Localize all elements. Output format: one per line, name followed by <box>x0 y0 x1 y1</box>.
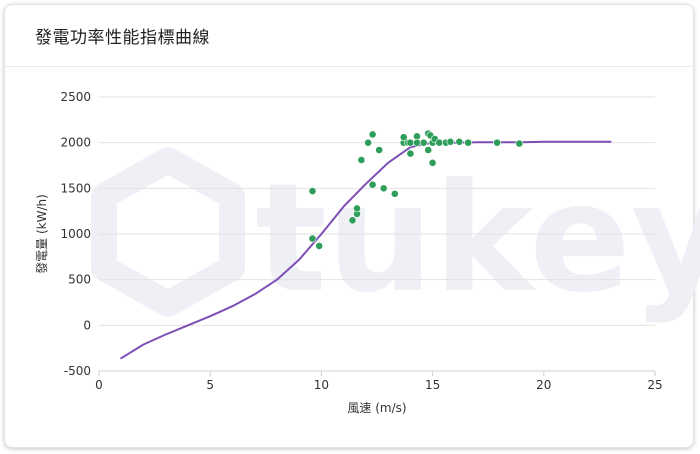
scatter-point <box>390 189 399 198</box>
card-header: 發電功率性能指標曲線 <box>5 5 693 67</box>
scatter-point <box>308 234 317 243</box>
scatter-point <box>375 146 384 154</box>
scatter-point <box>464 138 473 147</box>
chart-card: 發電功率性能指標曲線 <box>4 4 694 448</box>
scatter-point <box>419 138 428 147</box>
scatter-point <box>308 187 317 195</box>
scatter-point <box>368 130 377 139</box>
scatter-point <box>399 133 408 142</box>
x-tick-label: 5 <box>206 378 214 392</box>
scatter-point <box>435 138 444 147</box>
scatter-point <box>379 184 388 193</box>
x-tick-label: 25 <box>647 378 662 392</box>
scatter-point <box>364 138 372 147</box>
scatter-point <box>455 137 464 146</box>
scatter-point <box>493 138 501 147</box>
scatter-point <box>515 139 524 148</box>
scatter-point <box>368 180 377 189</box>
y-tick-label: 1000 <box>60 227 91 241</box>
watermark: tukey <box>91 147 700 326</box>
scatter-point <box>357 156 366 164</box>
scatter-point <box>406 138 415 147</box>
x-tick-label: 20 <box>536 378 551 392</box>
y-tick-label: 1500 <box>60 181 91 195</box>
chart-title: 發電功率性能指標曲線 <box>35 28 210 48</box>
y-tick-label: -500 <box>64 364 91 378</box>
y-tick-label: 2500 <box>60 90 91 104</box>
watermark-text: tukey <box>255 152 700 326</box>
y-axis-title: 發電量 (kW/h) <box>34 194 49 274</box>
x-tick-label: 15 <box>425 378 440 392</box>
y-tick-label: 2000 <box>60 136 91 150</box>
scatter-point <box>428 158 437 167</box>
y-tick-label: 0 <box>83 318 91 332</box>
scatter-point <box>413 138 421 147</box>
scatter-point <box>353 204 361 213</box>
y-tick-label: 500 <box>68 273 91 287</box>
x-axis-title: 風速 (m/s) <box>347 401 406 415</box>
power-curve-line <box>120 140 612 360</box>
watermark-logo-icon <box>91 147 245 317</box>
x-tick-label: 0 <box>95 378 103 392</box>
scatter-point <box>348 216 357 225</box>
scatter-point <box>315 241 324 250</box>
x-tick-label: 10 <box>314 378 329 392</box>
scatter-point <box>406 149 415 158</box>
scatter-point <box>424 146 433 154</box>
scatter-point <box>446 137 455 146</box>
